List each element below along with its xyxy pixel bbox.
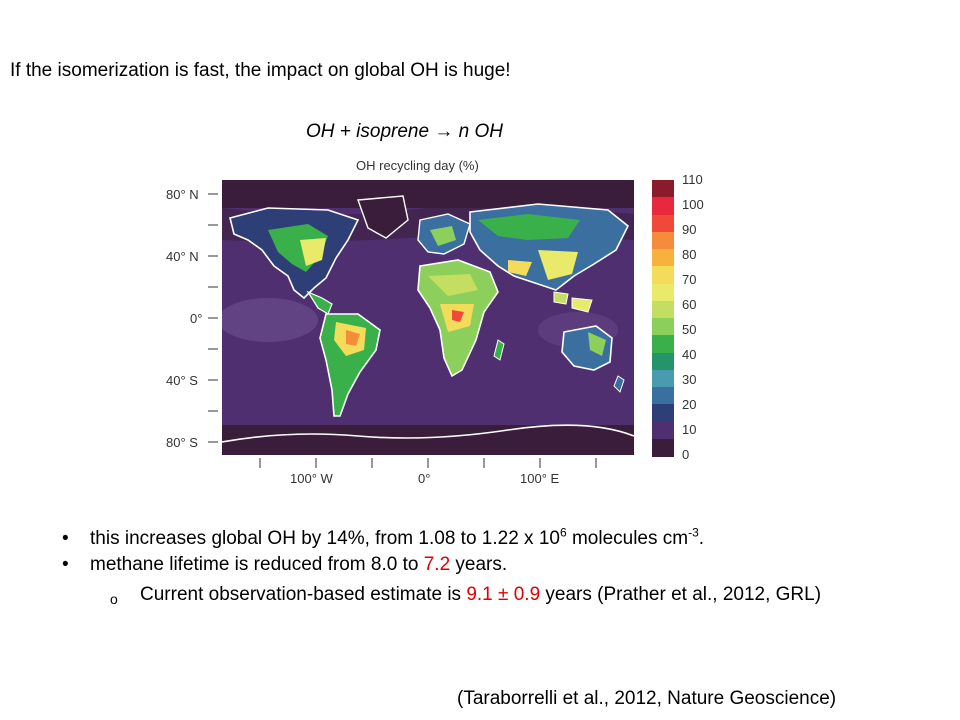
colorbar-tick-40: 40	[682, 347, 697, 362]
colorbar-tick-70: 70	[682, 272, 697, 287]
highlight-value: 7.2	[423, 554, 451, 575]
colorbar-segment	[652, 387, 674, 405]
bullet-oh-increase: • this increases global OH by 14%, from 1…	[62, 526, 704, 552]
map-plot-area	[222, 180, 634, 455]
colorbar-segment	[652, 335, 674, 353]
colorbar-segment	[652, 283, 674, 302]
lat-label-40n: 40° N	[166, 249, 199, 264]
lon-label-0: 0°	[418, 471, 431, 486]
lat-ticks	[208, 193, 218, 443]
lat-label-0: 0°	[190, 311, 203, 326]
colorbar-segment	[652, 352, 674, 371]
bullet-text: years.	[450, 554, 508, 575]
sub-bullet-marker: o	[110, 591, 118, 607]
colorbar-segment	[652, 180, 674, 198]
colorbar-segment	[652, 438, 674, 457]
colorbar-segment	[652, 214, 674, 233]
colorbar-tick-80: 80	[682, 247, 697, 262]
bullet-text: Current observation-based estimate is	[140, 584, 467, 605]
colorbar-segment	[652, 231, 674, 250]
colorbar-segment	[652, 266, 674, 284]
colorbar-tick-30: 30	[682, 372, 697, 387]
colorbar-tick-0: 0	[682, 447, 690, 462]
colorbar-segment	[652, 421, 674, 440]
bullet-dot: •	[62, 554, 69, 575]
reaction-equation: OH + isoprene → n OH	[306, 121, 503, 142]
colorbar-tick-10: 10	[682, 422, 697, 437]
colorbar-tick-50: 50	[682, 322, 697, 337]
bullet-text: methane lifetime is reduced from 8.0 to	[90, 554, 424, 575]
bullet-dot: •	[62, 528, 69, 549]
lon-label-100e: 100° E	[520, 471, 560, 486]
bullet-text: molecules cm	[566, 528, 689, 549]
sub-bullet-observation-estimate: o Current observation-based estimate is …	[110, 582, 880, 608]
lat-label-40s: 40° S	[166, 373, 198, 388]
lat-label-80n: 80° N	[166, 187, 199, 202]
map-title: OH recycling day (%)	[356, 158, 479, 173]
colorbar-segment	[652, 300, 674, 319]
colorbar-ticks: 110 100 90 80 70 60 50 40 30 20 10 0	[682, 172, 722, 462]
colorbar-tick-100: 100	[682, 197, 704, 212]
colorbar-tick-20: 20	[682, 397, 697, 412]
colorbar-tick-60: 60	[682, 297, 697, 312]
slide-headline: If the isomerization is fast, the impact…	[10, 60, 511, 81]
colorbar-segment	[652, 249, 674, 267]
bullet-text: this increases global OH by 14%, from 1.…	[90, 528, 560, 549]
colorbar-segment	[652, 318, 674, 336]
superscript: -3	[688, 525, 699, 540]
colorbar-tick-90: 90	[682, 222, 697, 237]
bullet-methane-lifetime: • methane lifetime is reduced from 8.0 to…	[62, 552, 704, 578]
colorbar-segment	[652, 404, 674, 422]
lat-label-80s: 80° S	[166, 435, 198, 450]
oh-recycling-map	[208, 180, 634, 468]
colorbar-segment	[652, 369, 674, 388]
lon-ticks	[259, 458, 597, 468]
bullet-text: years (Prather et al., 2012, GRL)	[540, 584, 822, 605]
bullet-text: .	[698, 528, 705, 549]
highlight-value: 9.1 ± 0.9	[466, 584, 541, 605]
colorbar	[652, 180, 674, 457]
citation: (Taraborrelli et al., 2012, Nature Geosc…	[457, 688, 837, 709]
colorbar-segment	[652, 197, 674, 215]
lon-label-100w: 100° W	[290, 471, 333, 486]
superscript: 6	[559, 525, 567, 540]
bullet-list: • this increases global OH by 14%, from 1…	[62, 526, 704, 578]
colorbar-tick-110: 110	[682, 172, 703, 187]
